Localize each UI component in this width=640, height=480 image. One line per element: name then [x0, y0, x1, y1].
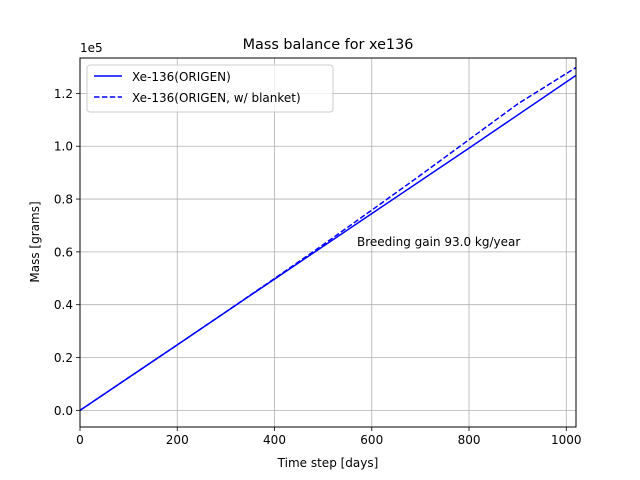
chart-title: Mass balance for xe136 — [243, 37, 414, 53]
grid — [79, 58, 576, 427]
legend: Xe-136(ORIGEN) Xe-136(ORIGEN, w/ blanket… — [86, 64, 334, 113]
plot-frame — [79, 57, 577, 428]
y-axis-label: Mass [grams] — [28, 201, 42, 282]
x-tick-label: 800 — [458, 433, 481, 447]
y-tick-label: 0.4 — [54, 298, 73, 312]
series-group — [79, 66, 577, 411]
legend-box — [86, 64, 334, 113]
x-axis-label: Time step [days] — [277, 456, 379, 470]
y-tick-label: 1.0 — [54, 140, 73, 154]
legend-label-origen: Xe-136(ORIGEN) — [132, 70, 231, 84]
y-axis-ticks: 0.0 0.2 0.4 0.6 0.8 1.0 1.2 — [54, 87, 80, 418]
x-tick-label: 400 — [263, 433, 286, 447]
x-tick-label: 200 — [166, 433, 189, 447]
y-tick-label: 0.8 — [54, 193, 73, 207]
y-tick-label: 1.2 — [54, 87, 73, 101]
y-offset-label: 1e5 — [80, 41, 103, 55]
y-tick-label: 0.0 — [54, 404, 73, 418]
x-tick-label: 600 — [360, 433, 383, 447]
x-tick-label: 0 — [76, 433, 84, 447]
series-line-2 — [79, 66, 577, 411]
x-tick-label: 1000 — [551, 433, 582, 447]
y-tick-label: 0.2 — [54, 351, 73, 365]
x-axis-ticks: 0 200 400 600 800 1000 — [76, 427, 582, 447]
legend-label-origen-blanket: Xe-136(ORIGEN, w/ blanket) — [132, 91, 301, 105]
y-tick-label: 0.6 — [54, 245, 73, 259]
breeding-gain-annotation: Breeding gain 93.0 kg/year — [357, 235, 520, 249]
